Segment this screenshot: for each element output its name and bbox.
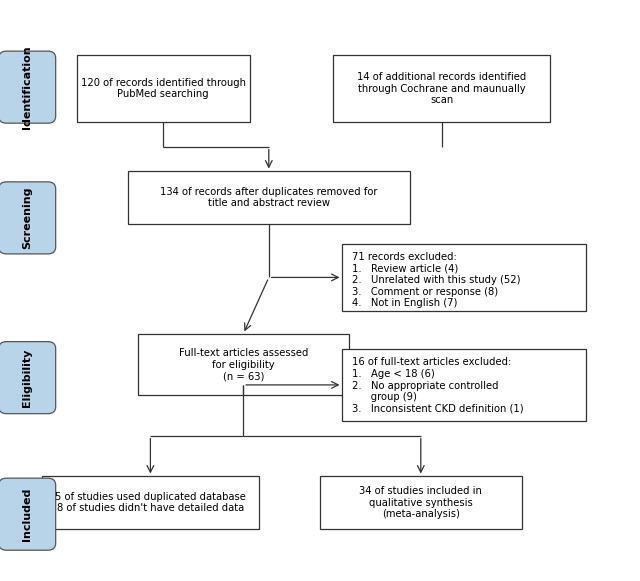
Text: Eligibility: Eligibility bbox=[22, 349, 32, 407]
Text: 134 of records after duplicates removed for
title and abstract review: 134 of records after duplicates removed … bbox=[160, 187, 378, 209]
Text: Full-text articles assessed
for eligibility
(n = 63): Full-text articles assessed for eligibil… bbox=[179, 348, 308, 381]
FancyBboxPatch shape bbox=[128, 171, 410, 224]
FancyBboxPatch shape bbox=[333, 55, 550, 122]
FancyBboxPatch shape bbox=[0, 182, 56, 254]
FancyBboxPatch shape bbox=[138, 334, 349, 395]
FancyBboxPatch shape bbox=[0, 51, 56, 123]
Text: 71 records excluded:
1.   Review article (4)
2.   Unrelated with this study (52): 71 records excluded: 1. Review article (… bbox=[352, 252, 520, 309]
FancyBboxPatch shape bbox=[342, 244, 586, 311]
FancyBboxPatch shape bbox=[0, 342, 56, 414]
FancyBboxPatch shape bbox=[0, 478, 56, 550]
Text: Included: Included bbox=[22, 487, 32, 541]
Text: 120 of records identified through
PubMed searching: 120 of records identified through PubMed… bbox=[81, 78, 246, 99]
Text: 14 of additional records identified
through Cochrane and maunually
scan: 14 of additional records identified thro… bbox=[357, 72, 526, 105]
FancyBboxPatch shape bbox=[342, 349, 586, 421]
Text: Screening: Screening bbox=[22, 187, 32, 249]
Text: 16 of full-text articles excluded:
1.   Age < 18 (6)
2.   No appropriate control: 16 of full-text articles excluded: 1. Ag… bbox=[352, 357, 524, 414]
FancyBboxPatch shape bbox=[42, 476, 259, 529]
Text: 34 of studies included in
qualitative synthesis
(meta-analysis): 34 of studies included in qualitative sy… bbox=[360, 486, 482, 519]
Text: 5 of studies used duplicated database
8 of studies didn't have detailed data: 5 of studies used duplicated database 8 … bbox=[55, 492, 246, 514]
Text: Identification: Identification bbox=[22, 45, 32, 129]
FancyBboxPatch shape bbox=[320, 476, 522, 529]
FancyBboxPatch shape bbox=[77, 55, 250, 122]
